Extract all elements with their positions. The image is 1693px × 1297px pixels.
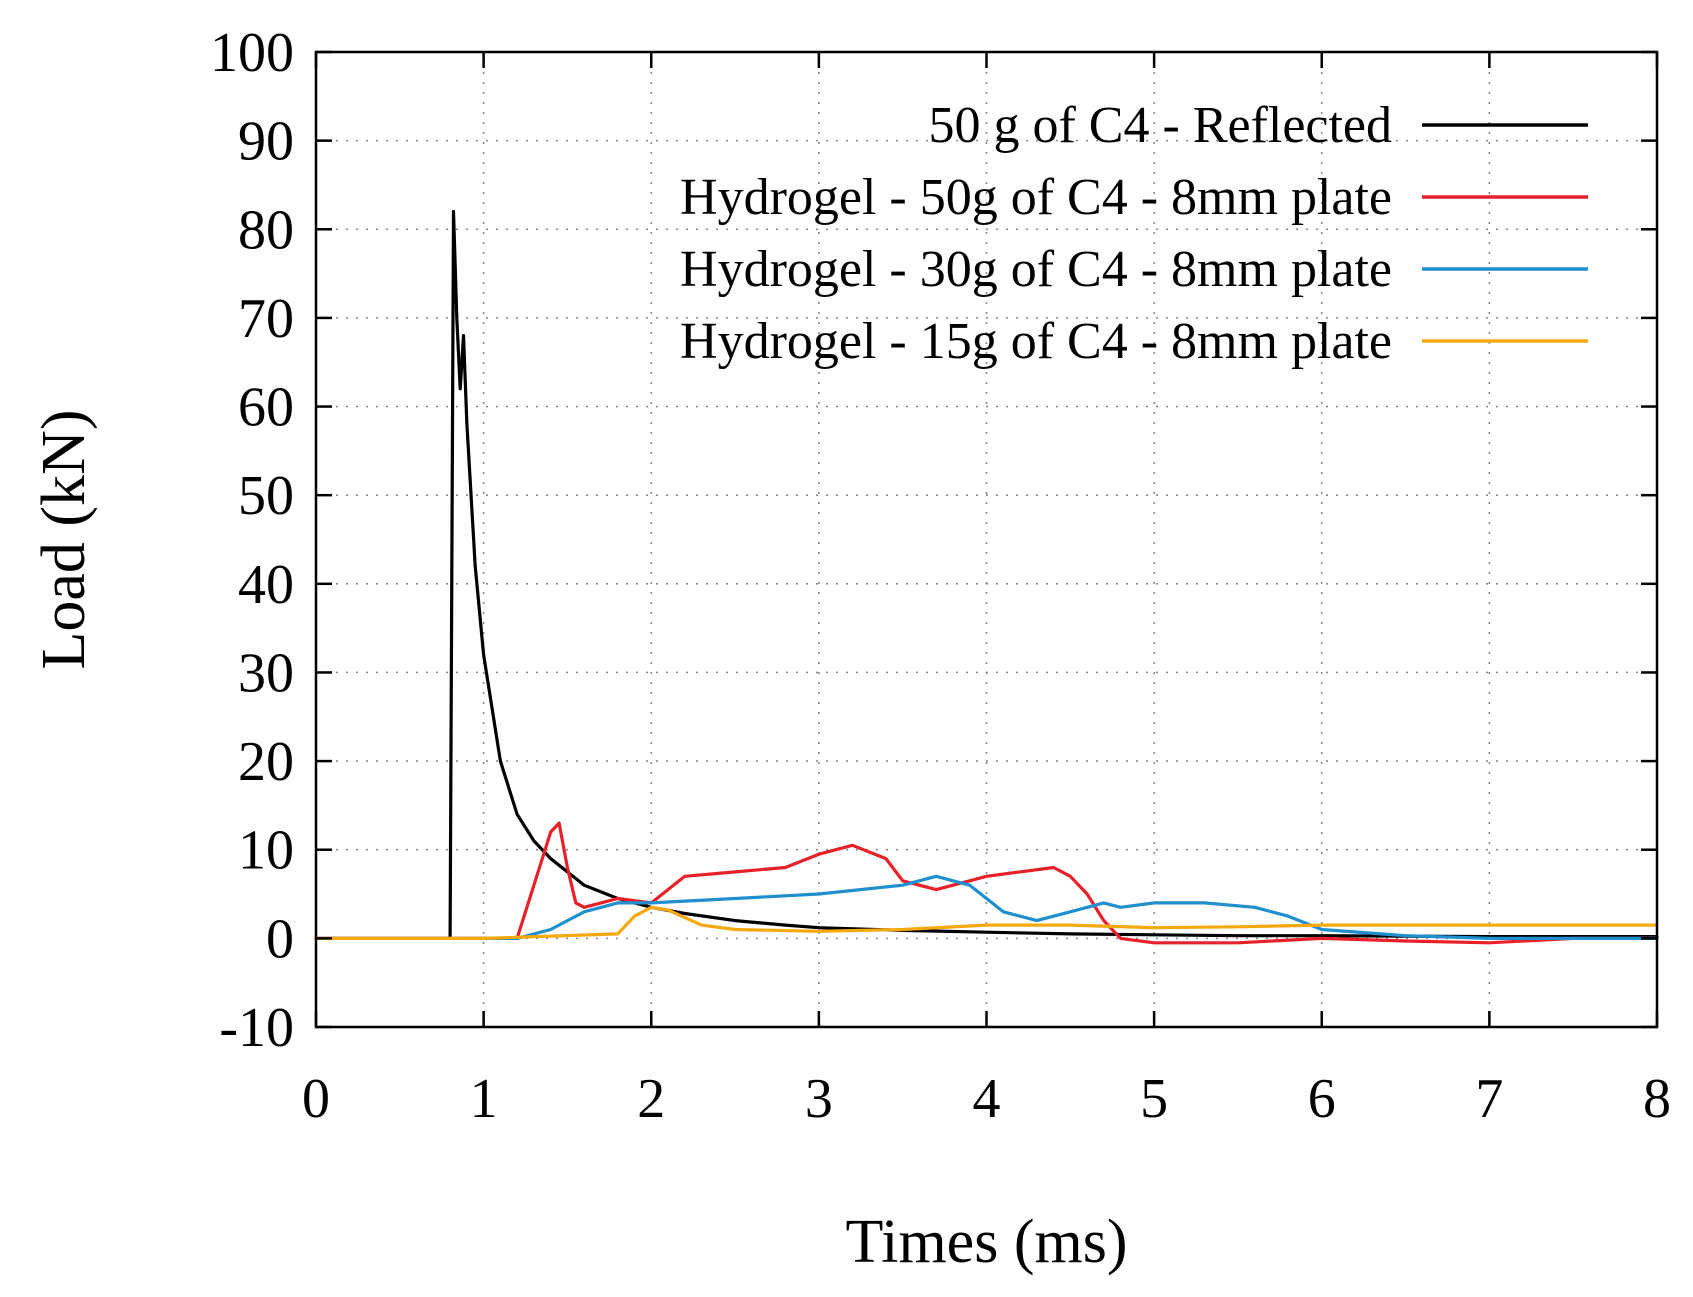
y-tick-label: 10: [238, 820, 294, 882]
y-tick-label: 80: [238, 199, 294, 261]
y-tick-label: 40: [238, 554, 294, 616]
y-tick-label: 100: [210, 22, 294, 84]
series-line-2: [314, 821, 1659, 945]
legend-label-3: Hydrogel - 30g of C4 - 8mm plate: [680, 241, 1392, 298]
legend-label-2: Hydrogel - 50g of C4 - 8mm plate: [680, 169, 1392, 226]
x-tick-label: 5: [1140, 1068, 1168, 1130]
y-tick-label: 20: [238, 731, 294, 793]
x-tick-label: 0: [302, 1068, 330, 1130]
grid-lines: [316, 52, 1657, 1027]
x-tick-label: 8: [1643, 1068, 1671, 1130]
series-line-3: [314, 874, 1659, 941]
y-tick-label: -10: [219, 997, 294, 1059]
legend: 50 g of C4 - Reflected Hydrogel - 50g of …: [680, 97, 1588, 370]
x-tick-label: 7: [1475, 1068, 1503, 1130]
x-tick-label: 2: [637, 1068, 665, 1130]
y-tick-label: 70: [238, 288, 294, 350]
legend-label-4: Hydrogel - 15g of C4 - 8mm plate: [680, 313, 1392, 370]
x-tick-label: 3: [805, 1068, 833, 1130]
y-tick-label: 30: [238, 642, 294, 704]
series-lines: [314, 209, 1659, 945]
x-axis-label: Times (ms): [846, 1208, 1128, 1276]
y-axis-label: Load (kN): [30, 410, 98, 670]
y-tick-label: 60: [238, 377, 294, 439]
legend-label-1: 50 g of C4 - Reflected: [928, 97, 1392, 154]
y-tick-label: 90: [238, 111, 294, 173]
y-tick-label: 50: [238, 465, 294, 527]
series-line-1: [314, 209, 1659, 941]
y-tick-label: 0: [266, 908, 294, 970]
x-tick-label: 1: [470, 1068, 498, 1130]
x-tick-label: 4: [973, 1068, 1001, 1130]
series-line-4: [314, 905, 1659, 941]
x-tick-label: 6: [1308, 1068, 1336, 1130]
